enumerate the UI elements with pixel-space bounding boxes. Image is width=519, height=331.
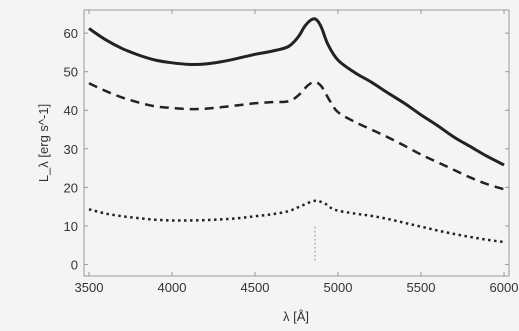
y-tick-label: 20 xyxy=(64,180,78,195)
x-tick-label: 4000 xyxy=(158,280,187,295)
y-tick-label: 50 xyxy=(64,65,78,80)
y-tick-label: 60 xyxy=(64,26,78,41)
x-tick-label: 6000 xyxy=(490,280,519,295)
y-tick-label: 10 xyxy=(64,219,78,234)
y-tick-label: 30 xyxy=(64,142,78,157)
series-line-dashed xyxy=(88,80,505,191)
y-axis-title: L_λ [erg s^-1] xyxy=(36,104,51,182)
series-line-solid xyxy=(88,17,505,167)
x-tick-label: 5000 xyxy=(324,280,353,295)
x-tick-label: 5500 xyxy=(407,280,436,295)
x-axis-title: λ [Å] xyxy=(283,309,309,324)
x-tick-label: 4500 xyxy=(241,280,270,295)
y-tick-label: 0 xyxy=(71,257,78,272)
series-line-dotted xyxy=(88,199,505,244)
plot-frame xyxy=(83,9,510,277)
y-tick-label: 40 xyxy=(64,103,78,118)
x-tick-label: 3500 xyxy=(75,280,104,295)
